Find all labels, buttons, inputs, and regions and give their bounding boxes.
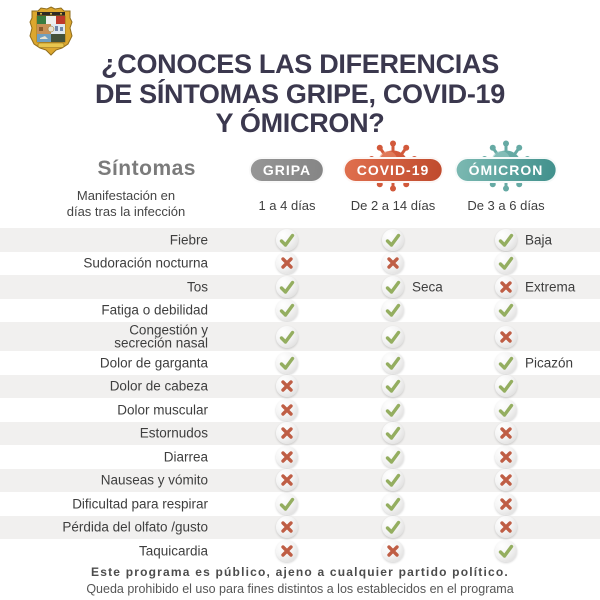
symptom-label: Dolor de garganta (99, 355, 208, 370)
table-row: Taquicardia (0, 539, 600, 563)
footer-disclaimer-regular: Queda prohibido el uso para fines distin… (86, 582, 514, 596)
symptom-label: Nauseas y vómito (100, 472, 208, 488)
cross-icon (495, 445, 517, 468)
cross-icon (495, 516, 517, 539)
table-row: Tos Seca Extrema (0, 275, 600, 299)
check-icon (382, 469, 404, 492)
incubation-days-label: De 2 a 14 días (350, 198, 436, 213)
table-row: Fiebre Baja (0, 228, 600, 252)
mark-annotation: Extrema (525, 279, 576, 295)
check-icon (276, 325, 298, 348)
check-icon (276, 228, 298, 251)
check-icon (382, 516, 404, 539)
mark-annotation: Picazón (525, 355, 574, 371)
check-icon (276, 275, 298, 298)
check-icon (495, 228, 517, 251)
column-badge: GRIPA (248, 157, 326, 183)
check-icon (382, 299, 404, 322)
cross-icon (495, 275, 517, 298)
table-row: Congestión y secreción nasal (0, 322, 600, 351)
column-header--micron: ÓMICRON De 3 a 6 días (436, 138, 576, 218)
check-icon (382, 351, 404, 374)
check-icon (382, 325, 404, 348)
mark-annotation: Seca (412, 279, 443, 295)
page-title: ¿CONOCES LAS DIFERENCIAS DE SÍNTOMAS GRI… (95, 49, 505, 138)
check-icon (276, 492, 298, 515)
cross-icon (382, 252, 404, 275)
check-icon (495, 252, 517, 275)
symptom-label: Pérdida del olfato /gusto (62, 519, 208, 535)
check-icon (382, 275, 404, 298)
cross-icon (276, 539, 298, 562)
symptom-label: Dolor de cabeza (109, 378, 208, 394)
check-icon (382, 228, 404, 251)
symptom-label: Estornudos (139, 425, 208, 441)
table-row: Nauseas y vómito (0, 468, 600, 492)
cross-icon (495, 422, 517, 445)
cross-icon (276, 516, 298, 539)
check-icon (382, 492, 404, 515)
footer-disclaimer-bold: Este programa es público, ajeno a cualqu… (91, 565, 509, 579)
cross-icon (495, 469, 517, 492)
cross-icon (276, 252, 298, 275)
table-row: Dolor de garganta Picazón (0, 351, 600, 375)
table-row: Sudoración nocturna (0, 252, 600, 276)
table-row: Fatiga o debilidad (0, 299, 600, 323)
symptom-label: Fiebre (169, 232, 208, 247)
check-icon (382, 445, 404, 468)
check-icon (495, 398, 517, 421)
symptom-label: Dificultad para respirar (72, 496, 208, 511)
footer: Este programa es público, ajeno a cualqu… (0, 565, 600, 596)
check-icon (495, 539, 517, 562)
column-header-covid-19: COVID-19 De 2 a 14 días (323, 138, 463, 218)
manifestation-label: Manifestación en días tras la infección (66, 188, 186, 219)
column-header-gripa: GRIPA 1 a 4 días (217, 138, 357, 218)
cross-icon (382, 539, 404, 562)
symptoms-column-header: Síntomas (97, 157, 196, 180)
symptom-label: Taquicardia (138, 543, 208, 558)
cross-icon (276, 422, 298, 445)
cross-icon (276, 469, 298, 492)
check-icon (382, 422, 404, 445)
check-icon (495, 351, 517, 374)
cross-icon (276, 445, 298, 468)
table-row: Estornudos (0, 421, 600, 445)
symptom-label: Congestión y secreción nasal (114, 322, 208, 351)
table-row: Pérdida del olfato /gusto (0, 515, 600, 539)
symptom-label: Fatiga o debilidad (101, 302, 208, 318)
table-row: Dolor de cabeza (0, 374, 600, 398)
incubation-days-label: 1 a 4 días (258, 198, 316, 213)
symptom-label: Dolor muscular (117, 402, 208, 417)
table-row: Dolor muscular (0, 398, 600, 422)
symptom-label: Sudoración nocturna (83, 255, 208, 271)
cross-icon (276, 375, 298, 398)
cross-icon (495, 492, 517, 515)
table-row: Diarrea (0, 445, 600, 469)
column-badge: ÓMICRON (454, 157, 558, 183)
symptom-label: Tos (186, 279, 208, 294)
check-icon (495, 299, 517, 322)
column-badge: COVID-19 (342, 157, 444, 183)
cross-icon (495, 325, 517, 348)
mark-annotation: Baja (525, 232, 553, 248)
state-coat-of-arms-logo (29, 6, 73, 56)
table-row: Dificultad para respirar (0, 492, 600, 516)
cross-icon (276, 398, 298, 421)
symptom-label: Diarrea (163, 449, 208, 464)
check-icon (276, 351, 298, 374)
check-icon (276, 299, 298, 322)
check-icon (382, 398, 404, 421)
incubation-days-label: De 3 a 6 días (467, 198, 545, 213)
symptoms-table-body: Fiebre Baja Sudoración nocturna Tos Seca Extr… (0, 228, 600, 563)
check-icon (495, 375, 517, 398)
check-icon (382, 375, 404, 398)
